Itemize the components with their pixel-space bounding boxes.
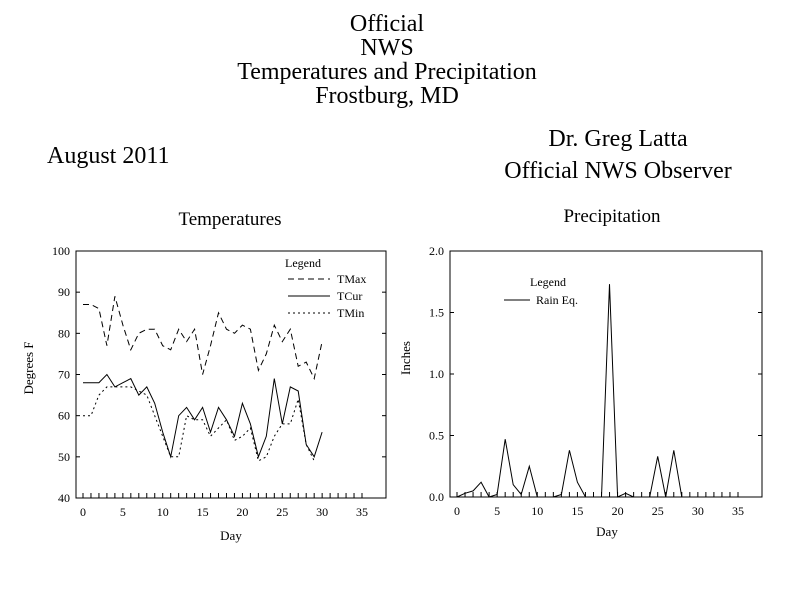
month-label: August 2011 (47, 143, 170, 169)
y-tick-label: 0.5 (429, 429, 444, 443)
x-tick-label: 25 (652, 504, 664, 518)
title-line: Official (349, 11, 425, 37)
observer-block: Dr. Greg Latta Official NWS Observer (483, 123, 753, 187)
legend-label-tmin: TMin (337, 306, 364, 320)
x-tick-label: 30 (692, 504, 704, 518)
y-tick-label: 0.0 (429, 490, 444, 504)
title-line: Frostburg, MD (315, 83, 459, 109)
x-tick-label: 10 (531, 504, 543, 518)
chart-title-temperatures: Temperatures (178, 209, 281, 230)
x-tick-label: 25 (276, 505, 288, 519)
y-tick-label: 70 (58, 368, 70, 382)
title-line: Temperatures and Precipitation (237, 59, 537, 85)
x-tick-label: 30 (316, 505, 328, 519)
x-tick-label: 15 (571, 504, 583, 518)
x-tick-label: 35 (356, 505, 368, 519)
y-axis-label-temperatures: Degrees F (21, 341, 36, 394)
x-axis-label-temperatures: Day (220, 528, 242, 543)
series-line-tmin (83, 386, 315, 462)
y-tick-label: 90 (58, 285, 70, 299)
series-line-rain-eq- (456, 284, 706, 498)
legend-label-tmax: TMax (337, 272, 366, 286)
y-tick-label: 60 (58, 409, 70, 423)
legend-title-precipitation: Legend (530, 275, 566, 289)
observer-title: Official NWS Observer (504, 158, 732, 184)
title-line: NWS (360, 35, 414, 61)
x-tick-label: 0 (80, 505, 86, 519)
y-axis-label-precipitation: Inches (398, 341, 413, 375)
x-tick-label: 15 (197, 505, 209, 519)
y-tick-label: 1.5 (429, 306, 444, 320)
y-tick-label: 1.0 (429, 367, 444, 381)
legend-title-temperatures: Legend (285, 256, 321, 270)
observer-name: Dr. Greg Latta (548, 126, 688, 152)
series-line-tmax (83, 296, 323, 381)
series-line-tcur (83, 373, 323, 459)
x-tick-label: 35 (732, 504, 744, 518)
x-tick-label: 5 (494, 504, 500, 518)
header-title: Official NWS Temperatures and Precipitat… (197, 12, 577, 108)
y-tick-label: 2.0 (429, 244, 444, 258)
x-tick-label: 20 (612, 504, 624, 518)
x-tick-label: 10 (157, 505, 169, 519)
x-axis-label-precipitation: Day (596, 524, 618, 539)
y-tick-label: 40 (58, 491, 70, 505)
legend-label-rain-eq-: Rain Eq. (536, 293, 578, 307)
legend-label-tcur: TCur (337, 289, 362, 303)
x-tick-label: 0 (454, 504, 460, 518)
x-tick-label: 20 (236, 505, 248, 519)
x-tick-label: 5 (120, 505, 126, 519)
y-tick-label: 80 (58, 326, 70, 340)
y-tick-label: 100 (52, 244, 70, 258)
y-tick-label: 50 (58, 450, 70, 464)
chart-title-precipitation: Precipitation (563, 206, 661, 227)
